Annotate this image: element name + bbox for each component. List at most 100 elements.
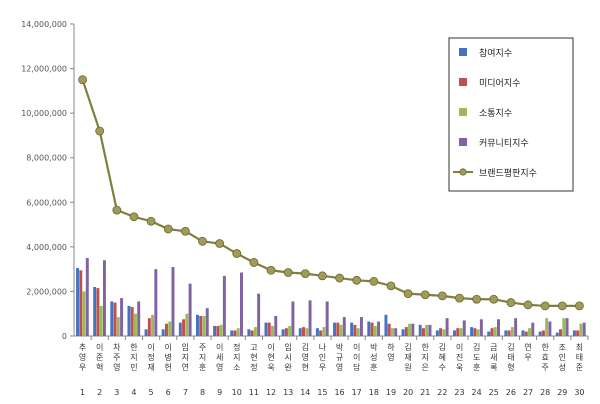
bar-3-5 [151,314,155,336]
bar-3-17 [356,328,360,336]
bar-1-23 [452,330,456,336]
x-category-label-3: 영 [113,362,120,372]
bar-4-12 [274,315,278,336]
x-rank-label-18: 18 [369,388,379,397]
bar-2-3 [113,302,117,336]
bar-4-14 [308,300,312,336]
line-point-28 [540,301,550,311]
x-rank-label-28: 28 [540,388,550,397]
bar-4-8 [205,308,209,336]
line-point-1 [78,75,87,85]
x-rank-label-13: 13 [283,388,293,397]
bar-2-1 [79,270,83,336]
bar-1-4 [127,305,131,336]
bar-2-15 [319,330,323,336]
bar-3-2 [99,305,103,336]
line-point-26 [506,298,516,307]
bar-2-28 [541,330,545,336]
x-category-label-3: 주 [113,353,120,362]
x-category-label-6: 병 [165,353,172,362]
x-rank-label-23: 23 [454,388,464,397]
x-category-label-14: 영 [302,352,309,362]
x-category-label-29: 인 [559,352,566,362]
bar-4-5 [154,269,158,336]
x-category-label-26: 형 [507,363,514,372]
x-rank-label-20: 20 [403,388,413,397]
x-category-label-9: 세 [216,353,223,362]
bar-1-7 [178,322,182,336]
y-tick-label: 2,000,000 [26,287,67,296]
line-point-25 [489,294,499,304]
line-point-27 [523,300,533,310]
x-category-label-17: 담 [353,362,361,372]
x-category-label-3: 차 [113,343,121,352]
x-category-label-22: 김 [439,342,446,352]
bar-4-20 [411,323,415,336]
bar-3-24 [476,329,480,336]
bar-1-9 [213,325,217,336]
bar-1-28 [538,331,542,336]
line-point-30 [575,301,584,311]
x-category-label-30: 최 [576,342,583,352]
x-category-label-20: 김 [404,342,411,352]
bar-4-17 [359,317,363,336]
x-category-label-25: 록 [490,363,497,372]
bar-2-20 [404,327,408,336]
bar-3-14 [305,328,309,336]
bar-3-28 [545,318,549,336]
x-rank-label-2: 2 [97,388,102,397]
x-category-label-13: 시 [284,353,291,362]
bar-2-21 [421,328,425,336]
bar-2-18 [370,322,374,336]
x-category-label-17: 이 [353,342,360,352]
plot-area: 0 2,000,000 4,000,000 6,000,000 8,000,000 10,… [21,20,589,397]
x-category-label-28: 한 [541,343,549,352]
x-category-label-11: 고 [250,343,257,352]
bar-3-7 [185,313,189,336]
x-category-label-15: 인 [319,352,326,362]
x-category-label-1: 우 [79,363,86,372]
bar-2-5 [147,318,151,336]
bar-2-17 [353,324,357,336]
x-rank-label-24: 24 [472,388,482,397]
bar-3-13 [288,325,292,336]
bar-4-1 [85,258,89,336]
x-category-label-10: 지 [233,353,240,362]
line-point-8 [198,236,207,246]
bar-4-7 [188,283,192,336]
x-category-label-10: 정 [233,342,240,352]
x-category-label-12: 욱 [267,363,274,372]
y-tick-label: 0 [62,332,67,341]
x-rank-label-22: 22 [437,388,447,397]
y-tick-label: 6,000,000 [26,198,67,207]
y-tick-label: 10,000,000 [21,109,67,118]
bar-3-9 [219,324,223,336]
x-rank-label-17: 17 [352,388,362,397]
line-point-21 [420,290,430,300]
x-category-label-4: 한 [130,343,138,352]
bar-1-8 [195,314,199,336]
bar-4-11 [257,293,261,336]
x-category-label-5: 이 [147,342,154,352]
bar-4-6 [171,266,175,336]
bar-2-26 [507,330,511,336]
x-category-label-16: 영 [336,362,343,372]
x-rank-label-12: 12 [266,388,276,397]
bar-4-15 [325,301,329,336]
bar-2-30 [576,330,580,336]
bar-3-18 [373,325,377,336]
bar-2-25 [490,328,494,336]
x-category-label-22: 수 [439,363,446,372]
legend-swatch-3 [459,108,467,116]
x-category-label-4: 지 [130,353,137,362]
x-category-label-13: 완 [284,363,292,372]
x-category-label-19: 하 [387,342,395,352]
x-category-label-11: 현 [250,353,257,362]
bar-4-21 [428,324,432,336]
bar-2-24 [473,328,477,336]
line-point-17 [352,275,362,285]
bar-1-2 [93,286,97,336]
